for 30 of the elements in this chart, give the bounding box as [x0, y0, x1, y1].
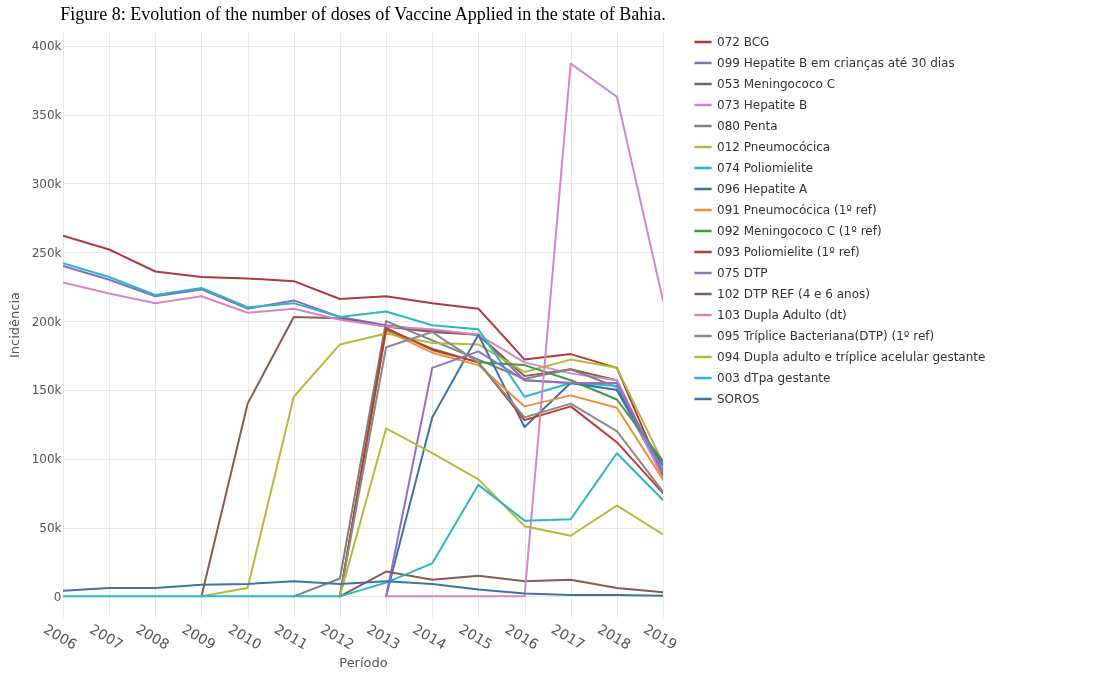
y-tick-label: 350k	[31, 108, 62, 123]
chart-title: Figure 8: Evolution of the number of doses of Vaccine Applied in the state of Bahia.	[60, 4, 666, 24]
x-axis-title: Período	[339, 654, 388, 670]
legend-label: 012 Pneumocócica	[717, 140, 831, 154]
legend-label: SOROS	[717, 392, 760, 406]
legend-label: 103 Dupla Adulto (dt)	[717, 308, 847, 322]
y-tick-label: 50k	[39, 521, 62, 536]
y-tick-label: 400k	[31, 39, 62, 54]
legend-label: 072 BCG	[717, 35, 770, 49]
legend-label: 075 DTP	[717, 266, 768, 280]
legend-label: 074 Poliomielite	[717, 161, 814, 175]
legend-label: 092 Meningococo C (1º ref)	[717, 224, 882, 238]
legend-label: 053 Meningococo C	[717, 77, 836, 91]
legend-label: 080 Penta	[717, 119, 778, 133]
legend-label: 095 Tríplice Bacteriana(DTP) (1º ref)	[717, 329, 935, 343]
y-axis-title: Incidência	[6, 291, 22, 359]
legend-label: 099 Hepatite B em crianças até 30 dias	[717, 56, 955, 70]
y-tick-label: 300k	[31, 176, 62, 191]
y-tick-label: 200k	[31, 314, 62, 329]
y-tick-label: 250k	[31, 245, 62, 260]
y-tick-label: 150k	[31, 383, 62, 398]
legend-label: 091 Pneumocócica (1º ref)	[717, 203, 877, 217]
legend-label: 102 DTP REF (4 e 6 anos)	[717, 287, 870, 301]
y-tick-label: 0	[53, 589, 62, 604]
legend-label: 073 Hepatite B	[717, 98, 808, 112]
legend-label: 094 Dupla adulto e tríplice acelular gestante	[717, 350, 986, 364]
legend-label: 003 dTpa gestante	[717, 371, 831, 385]
y-tick-label: 100k	[31, 452, 62, 467]
legend-label: 096 Hepatite A	[717, 182, 809, 196]
legend-label: 093 Poliomielite (1º ref)	[717, 245, 860, 259]
